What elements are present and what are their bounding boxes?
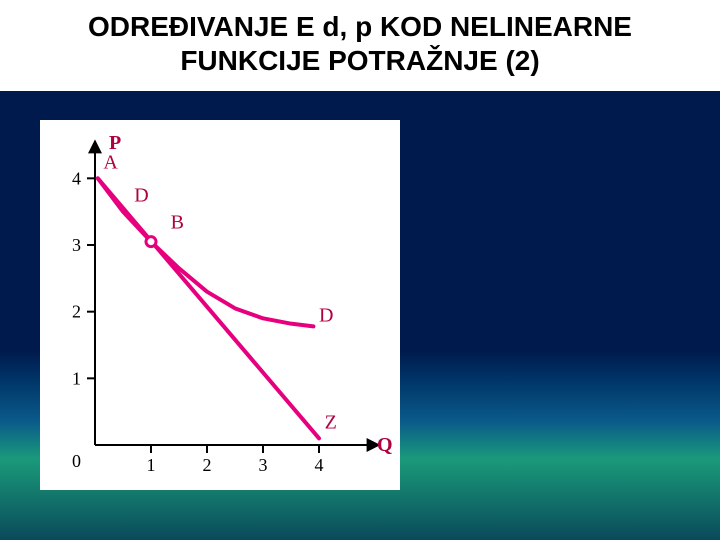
svg-text:2: 2 — [203, 455, 212, 475]
svg-text:Z: Z — [325, 411, 337, 433]
svg-text:1: 1 — [147, 455, 156, 475]
svg-text:Q: Q — [377, 434, 393, 456]
title-line-2: FUNKCIJE POTRAŽNJE (2) — [0, 44, 720, 78]
svg-text:4: 4 — [72, 168, 81, 188]
svg-text:2: 2 — [72, 302, 81, 322]
chart-panel: 123412340PQADBDZ — [40, 120, 400, 490]
svg-text:4: 4 — [315, 455, 324, 475]
svg-text:A: A — [103, 151, 118, 173]
svg-text:3: 3 — [259, 455, 268, 475]
svg-text:D: D — [319, 305, 333, 327]
svg-text:D: D — [134, 185, 148, 207]
title-line-1: ODREĐIVANJE E d, p KOD NELINEARNE — [0, 10, 720, 44]
svg-text:B: B — [171, 211, 184, 233]
demand-chart: 123412340PQADBDZ — [40, 120, 400, 490]
svg-text:1: 1 — [72, 368, 81, 388]
title-bar: ODREĐIVANJE E d, p KOD NELINEARNE FUNKCI… — [0, 0, 720, 91]
svg-text:0: 0 — [72, 451, 81, 471]
svg-text:3: 3 — [72, 235, 81, 255]
slide-background: ODREĐIVANJE E d, p KOD NELINEARNE FUNKCI… — [0, 0, 720, 540]
